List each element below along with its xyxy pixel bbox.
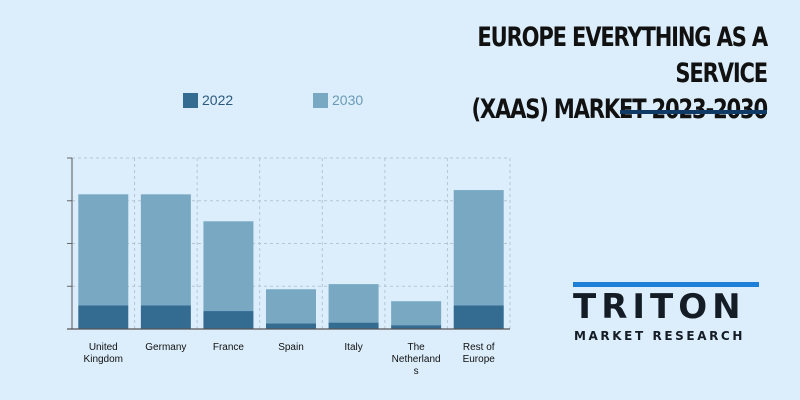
bar-2030-4 — [328, 284, 379, 323]
bar-2022-4 — [328, 322, 379, 329]
legend-swatch-2030 — [313, 92, 328, 108]
logo-accent-bar — [573, 282, 759, 287]
bar-2022-0 — [78, 305, 129, 329]
chart-title-line-1: EUROPE EVERYTHING AS A SERVICE — [477, 22, 768, 89]
bar-2022-3 — [266, 323, 316, 329]
x-tick-label-1: Germany — [145, 342, 186, 353]
x-tick-label-0: United Kingdom — [84, 342, 123, 365]
triton-logo: TRITON MARKET RESEARCH — [573, 282, 763, 344]
bar-2030-6 — [453, 190, 504, 306]
logo-wordmark: TRITON — [573, 287, 746, 327]
title-underline — [620, 110, 767, 114]
legend-item-2022: 2022 — [183, 92, 233, 108]
bar-2030-2 — [203, 221, 254, 312]
x-tick-label-2: France — [213, 342, 245, 353]
bar-2022-5 — [391, 325, 442, 329]
bar-2030-3 — [266, 289, 316, 324]
x-tick-label-3: Spain — [278, 342, 304, 353]
bar-2030-5 — [391, 301, 442, 326]
bar-2022-2 — [203, 311, 254, 329]
logo-subtitle: MARKET RESEARCH — [574, 329, 745, 343]
bar-2030-0 — [78, 194, 129, 306]
x-tick-label-5: The Netherland s — [392, 342, 441, 377]
bar-2022-6 — [453, 305, 504, 329]
legend-label-2022: 2022 — [202, 92, 234, 108]
bar-2030-1 — [140, 194, 191, 306]
legend-swatch-2022 — [183, 92, 198, 108]
x-tick-label-6: Rest of Europe — [463, 342, 496, 365]
bar-2022-1 — [140, 305, 191, 329]
x-tick-label-4: Italy — [344, 342, 362, 353]
chart-title-line-2: (XAAS) MARKET 2023-2030 — [471, 94, 768, 125]
legend-item-2030: 2030 — [313, 92, 363, 108]
chart-title: EUROPE EVERYTHING AS A SERVICE (XAAS) MA… — [439, 20, 768, 128]
legend-label-2030: 2030 — [332, 92, 364, 108]
